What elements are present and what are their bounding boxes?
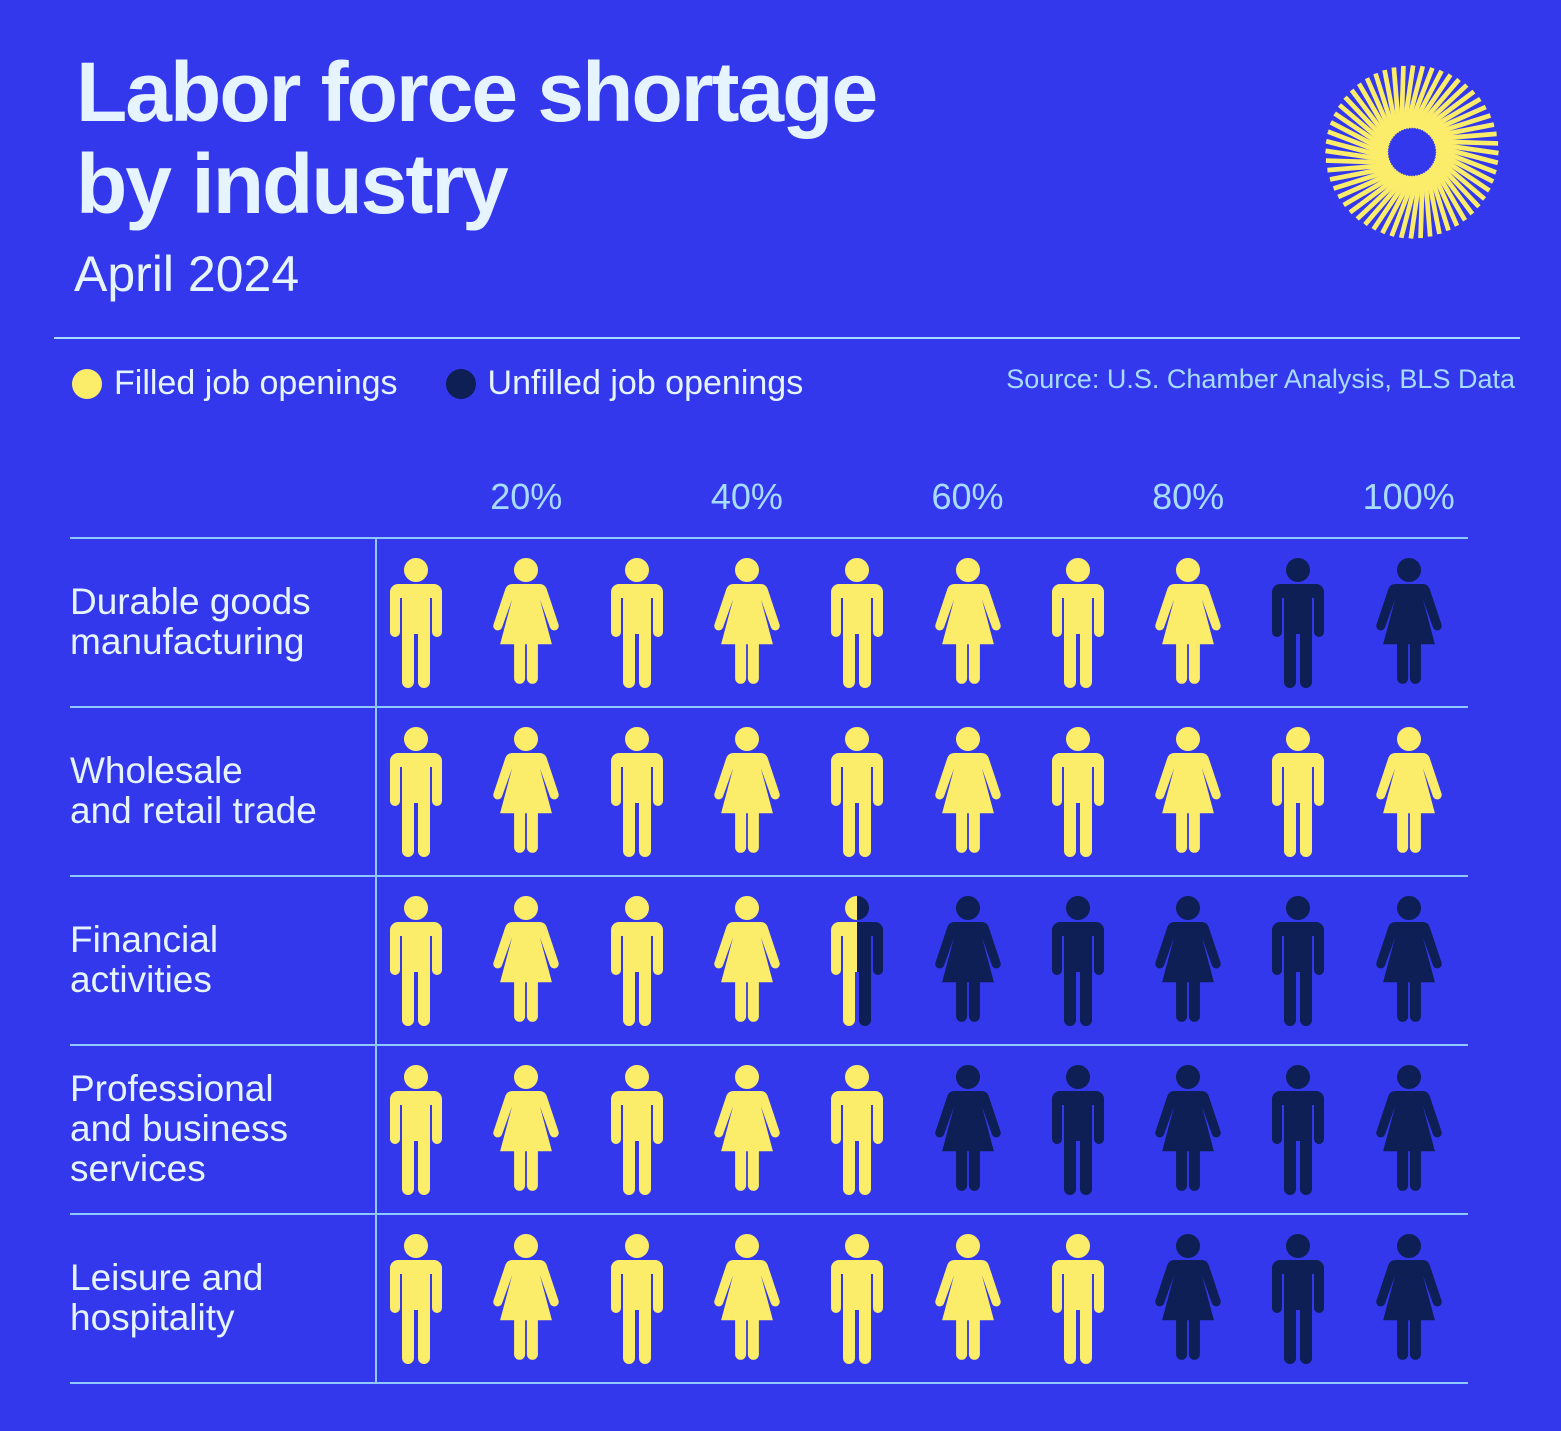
woman-figure-icon	[486, 1230, 566, 1366]
woman-figure-icon	[1148, 892, 1228, 1028]
man-figure-icon	[1258, 723, 1338, 859]
man-figure-icon	[376, 554, 456, 690]
x-axis-tick-100pct: 100%	[1362, 476, 1455, 517]
unfilled-dot-icon	[445, 368, 476, 399]
man-figure-icon	[376, 723, 456, 859]
woman-figure-icon	[707, 554, 787, 690]
woman-figure-icon	[707, 1230, 787, 1366]
row-label: Wholesale and retail trade	[70, 750, 317, 831]
woman-figure-icon	[1148, 554, 1228, 690]
man-figure-icon	[597, 1230, 677, 1366]
chart-row: Durable goods manufacturing	[70, 538, 1468, 706]
row-divider	[70, 875, 1468, 877]
man-figure-icon	[597, 723, 677, 859]
woman-figure-icon	[707, 892, 787, 1028]
man-figure-icon	[597, 1061, 677, 1197]
woman-figure-icon	[486, 892, 566, 1028]
legend-item-unfilled: Unfilled job openings	[445, 364, 804, 403]
woman-figure-icon	[1369, 723, 1449, 859]
chart-row: Leisure and hospitality	[70, 1214, 1468, 1382]
chart-row: Professional and business services	[70, 1045, 1468, 1213]
chart-row: Financial activities	[70, 876, 1468, 1044]
man-figure-icon	[1038, 1230, 1118, 1366]
man-figure-icon	[376, 892, 456, 1028]
man-figure-icon	[817, 1230, 897, 1366]
woman-figure-icon	[486, 1061, 566, 1197]
woman-figure-icon	[486, 554, 566, 690]
woman-figure-icon	[1369, 1061, 1449, 1197]
row-divider	[70, 706, 1468, 708]
row-divider	[70, 537, 1468, 539]
woman-figure-icon	[928, 1230, 1008, 1366]
chart-subtitle: April 2024	[74, 246, 300, 302]
chart-title-line1: Labor force shortage	[76, 45, 878, 139]
filled-dot-icon	[72, 368, 102, 399]
legend-label-filled: Filled job openings	[114, 364, 398, 402]
man-figure-icon	[1258, 554, 1338, 690]
row-divider	[70, 1213, 1468, 1215]
man-figure-icon	[1258, 1230, 1338, 1366]
row-label: Durable goods manufacturing	[70, 581, 311, 662]
man-figure-icon	[817, 723, 897, 859]
pictogram-figures	[376, 1230, 1476, 1366]
woman-figure-icon	[928, 892, 1008, 1028]
pictogram-figures	[376, 723, 1476, 859]
legend-item-filled: Filled job openings	[72, 364, 398, 403]
sunburst-logo-icon	[1318, 58, 1506, 246]
man-figure-icon	[1038, 1061, 1118, 1197]
man-figure-icon	[817, 554, 897, 690]
man-figure-icon	[597, 892, 677, 1028]
man-figure-icon	[817, 892, 897, 1028]
woman-figure-icon	[1148, 1230, 1228, 1366]
man-figure-icon	[817, 1061, 897, 1197]
row-label: Leisure and hospitality	[70, 1257, 264, 1338]
man-figure-icon	[1258, 892, 1338, 1028]
man-figure-icon	[376, 1061, 456, 1197]
pictogram-figures	[376, 892, 1476, 1028]
x-axis-tick-40pct: 40%	[710, 476, 783, 517]
axis-vertical-rule	[375, 537, 377, 1383]
woman-figure-icon	[1148, 723, 1228, 859]
woman-figure-icon	[1369, 554, 1449, 690]
pictogram-figures	[376, 1061, 1476, 1197]
woman-figure-icon	[707, 723, 787, 859]
woman-figure-icon	[1148, 1061, 1228, 1197]
x-axis-tick-20pct: 20%	[490, 476, 563, 517]
man-figure-icon	[376, 1230, 456, 1366]
chart-title-line2: by industry	[76, 137, 509, 231]
woman-figure-icon	[486, 723, 566, 859]
man-figure-icon	[1038, 554, 1118, 690]
x-axis-tick-60pct: 60%	[931, 476, 1004, 517]
woman-figure-icon	[928, 1061, 1008, 1197]
man-figure-icon	[1258, 1061, 1338, 1197]
woman-figure-icon	[1369, 1230, 1449, 1366]
woman-figure-icon	[707, 1061, 787, 1197]
legend: Filled job openings Unfilled job opening…	[72, 364, 803, 403]
x-axis-tick-80pct: 80%	[1152, 476, 1225, 517]
woman-figure-icon	[928, 723, 1008, 859]
legend-label-unfilled: Unfilled job openings	[487, 364, 804, 402]
woman-figure-icon	[1369, 892, 1449, 1028]
chart-title: Labor force shortage by industry	[76, 45, 878, 231]
pictogram-figures	[376, 554, 1476, 690]
woman-figure-icon	[928, 554, 1008, 690]
row-label: Professional and business services	[70, 1068, 289, 1189]
man-figure-icon	[1038, 723, 1118, 859]
source-note: Source: U.S. Chamber Analysis, BLS Data	[1006, 364, 1515, 394]
row-divider	[70, 1382, 1468, 1384]
row-label: Financial activities	[70, 919, 219, 1000]
man-figure-icon	[1038, 892, 1118, 1028]
header-divider	[54, 337, 1520, 339]
chart-row: Wholesale and retail trade	[70, 707, 1468, 875]
man-figure-icon	[597, 554, 677, 690]
row-divider	[70, 1044, 1468, 1046]
